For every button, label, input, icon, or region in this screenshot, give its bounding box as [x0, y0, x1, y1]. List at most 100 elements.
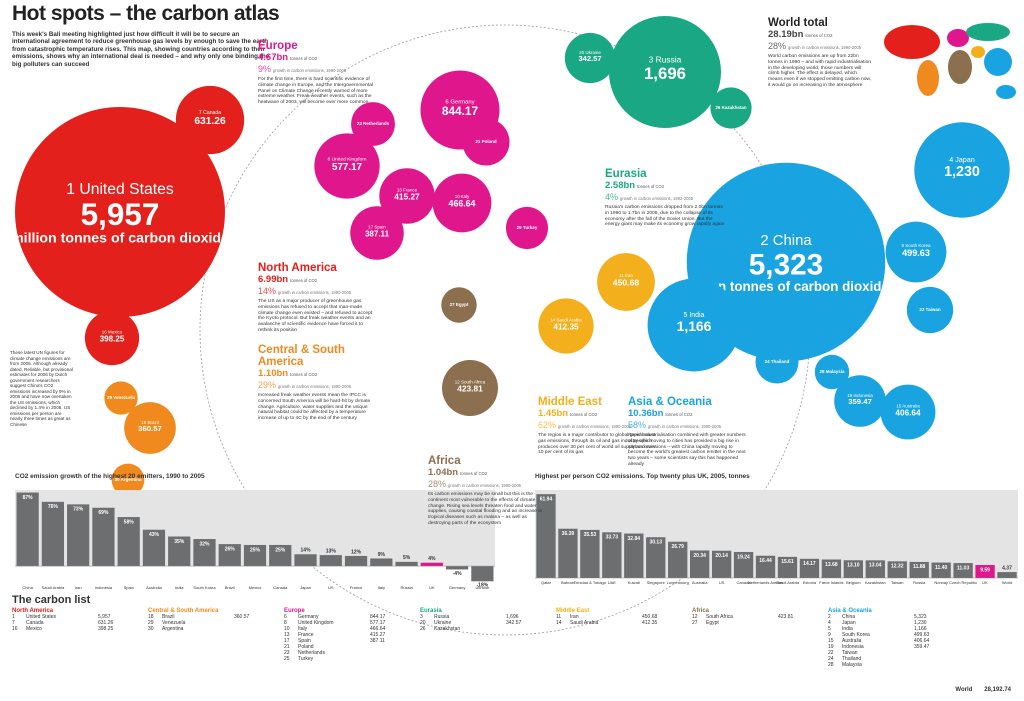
value-label: 35.53	[584, 532, 597, 538]
x-tick-label: US	[719, 580, 725, 585]
bar	[142, 529, 166, 567]
region-panel: North America 6.99bn tonnes of CO2 14% growt…	[258, 262, 378, 334]
growth-note: growth in carbon emissions, 1990-2005	[448, 483, 522, 488]
list-cell: 30	[148, 626, 154, 632]
list-cell: 14	[556, 620, 562, 626]
bar	[294, 554, 317, 567]
value-label: 87%	[23, 495, 34, 501]
region-growth: 28% growth in carbon emissions, 1990-2005	[428, 479, 548, 491]
list-cell: 13	[284, 632, 290, 638]
bubble-value: 631.26	[194, 116, 226, 127]
list-row: 16 Mexico 398.25	[12, 626, 140, 632]
list-cell: Iran	[570, 614, 579, 620]
bar	[843, 560, 864, 578]
value-label: 30.13	[649, 540, 662, 546]
region-name: North America	[258, 262, 337, 274]
list-row: 2 China 5,323	[828, 614, 956, 620]
list-cell: 4	[828, 620, 831, 626]
list-cell: India	[842, 626, 853, 632]
x-tick-label: Indonesia	[95, 585, 113, 590]
x-tick-label: Australia	[692, 580, 708, 585]
bubble-value: 1,166	[677, 318, 712, 334]
bubble-unit: million tonnes of carbon dioxide	[11, 231, 229, 247]
list-cell: 15	[828, 638, 834, 644]
bubble-unit: million tonnes of carbon dioxide	[683, 279, 889, 294]
bubble	[597, 253, 655, 311]
bubble	[104, 381, 138, 415]
value-label: 32%	[199, 541, 210, 547]
x-tick-label: Qatar	[541, 580, 552, 585]
bubble-label: 1 United States	[66, 181, 174, 198]
value-label: 33.73	[606, 535, 619, 541]
x-tick-label: Belgium	[846, 580, 861, 585]
value-label: 14%	[301, 548, 312, 554]
list-cell: Kazakhstan	[434, 626, 461, 632]
bar	[319, 555, 342, 567]
list-section: North America 1 United States 5,957 7 Canada 6…	[12, 608, 140, 668]
bar	[16, 492, 39, 567]
section-heading: Europe	[284, 608, 305, 614]
list-cell: Venezuela	[162, 620, 186, 626]
bar	[445, 566, 469, 570]
bubble	[710, 87, 752, 129]
bubble-label: 7 Canada	[199, 110, 221, 116]
value-label: 12.32	[891, 564, 904, 570]
x-tick-label: South Korea	[193, 585, 216, 590]
list-row: 21 Poland	[284, 644, 412, 650]
bar	[67, 504, 90, 567]
bubble	[111, 463, 145, 497]
value-label: 13.04	[869, 563, 882, 569]
panel-text: World carbon emissions are up from 22bn …	[768, 54, 872, 88]
map-oceania	[996, 85, 1016, 99]
bubble-label: 30 Argentina	[114, 477, 142, 482]
bubble-label: 24 Thailand	[765, 359, 790, 364]
bubble	[351, 102, 395, 146]
list-cell: Mexico	[26, 626, 42, 632]
region-growth: 29% growth in carbon emissions, 1990-2005	[258, 380, 378, 392]
bubble	[505, 206, 549, 250]
bar	[997, 572, 1017, 578]
value-label: 61.94	[540, 496, 553, 502]
list-cell: 26	[420, 626, 426, 632]
bubble	[15, 107, 225, 317]
bar-chart-title: CO2 emission growth of the highest 20 em…	[15, 473, 205, 480]
list-cell: Taiwan	[842, 650, 858, 656]
region-name: Africa	[428, 455, 461, 467]
bubble	[814, 354, 850, 390]
list-row: 7 Canada 631.26	[12, 620, 140, 626]
bubble	[834, 375, 886, 427]
bubble	[84, 310, 140, 366]
list-cell: Canada	[26, 620, 44, 626]
carbon-list: The carbon list North America 1 United Sta…	[12, 594, 1017, 699]
growth-value: 29%	[258, 380, 277, 390]
total-unit: tonnes of CO2	[570, 412, 598, 417]
list-cell: Indonesia	[842, 644, 864, 650]
value-label: 13%	[326, 548, 337, 554]
world-total-panel: World total 28.19bn tonnes of CO2 28% grow…	[768, 17, 873, 89]
bubble	[564, 32, 616, 84]
total-value: 1.45bn	[538, 408, 569, 419]
x-tick-label: Spain	[124, 585, 134, 590]
list-cell: 577.17	[370, 620, 386, 626]
section-heading: Middle East	[556, 608, 590, 614]
list-row: 18 Brazil 360.57	[148, 614, 276, 620]
list-cell: 1,696	[506, 614, 519, 620]
x-tick-label: US	[328, 585, 334, 590]
total-unit: tonnes of CO2	[665, 412, 693, 417]
x-tick-label: Taiwan	[891, 580, 903, 585]
growth-note: growth in carbon emissions, 1990-2005	[278, 384, 352, 389]
list-row: 5 India 1,166	[828, 626, 956, 632]
list-row: 20 Ukraine 342.57	[420, 620, 548, 626]
list-cell: 27	[692, 620, 698, 626]
list-cell: United States	[26, 614, 57, 620]
x-tick-label: Singapore	[647, 580, 666, 585]
bubble-value: 423.81	[457, 383, 483, 393]
list-row: 29 Venezuela	[148, 620, 276, 626]
region-text: For the first time, there is hard scient…	[258, 77, 374, 106]
